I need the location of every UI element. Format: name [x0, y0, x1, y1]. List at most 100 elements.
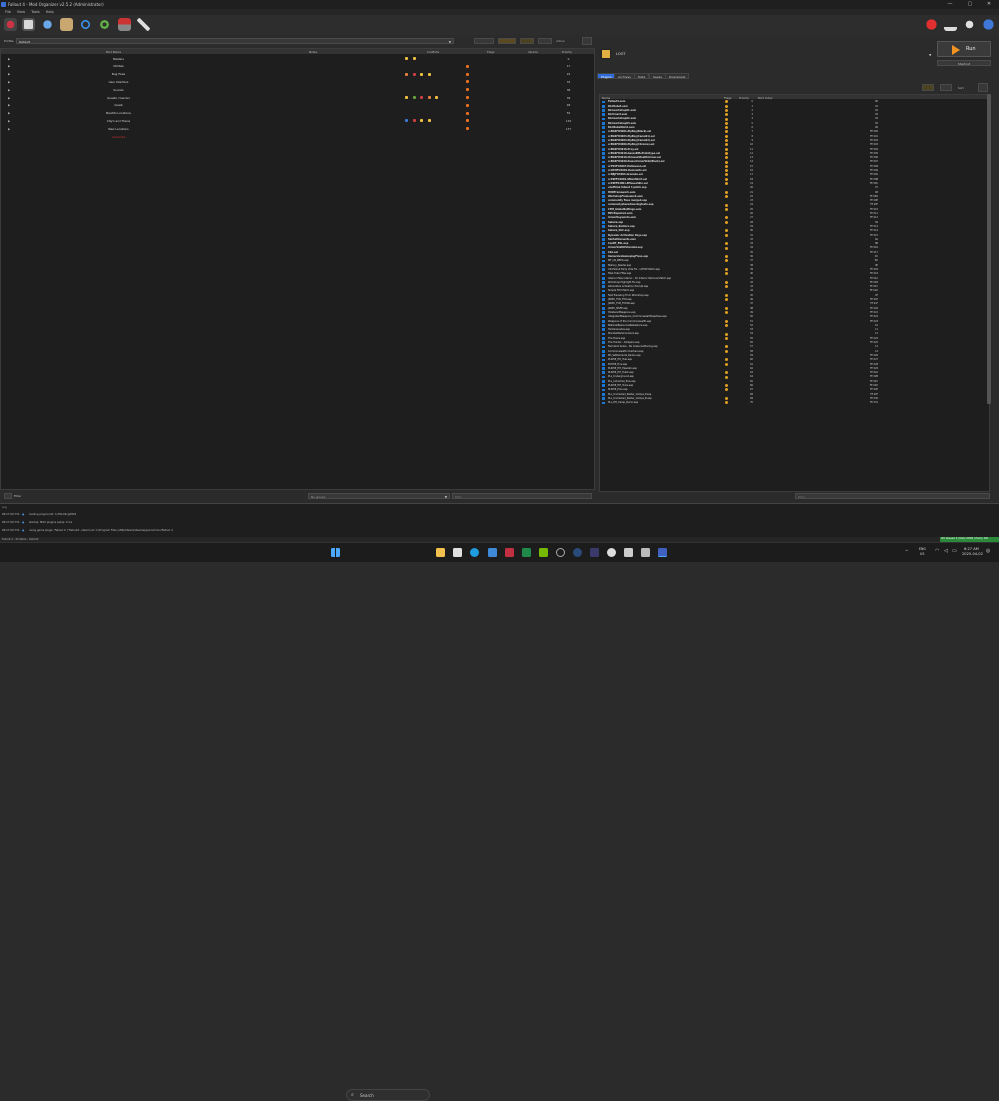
plugin-checkbox[interactable]	[602, 272, 605, 276]
plugin-row[interactable]: CPM_GlobalSettings.esm 25 FE 010	[600, 208, 985, 212]
col-name[interactable]: Name	[602, 95, 611, 100]
nvidia-icon[interactable]	[539, 548, 548, 557]
plugin-checkbox[interactable]	[602, 186, 605, 190]
plugin-row[interactable]: PLSHIP_HH_Hub.esp 60 FE 027	[600, 358, 985, 362]
plugin-row[interactable]: Weapons of the Commonwealth.esp 51 FE 023	[600, 319, 985, 323]
tab-archives[interactable]: Archives	[614, 73, 635, 79]
plugin-row[interactable]: Interior Fake Interior - CC Interior Rem…	[600, 276, 985, 280]
tray-chevron-icon[interactable]: ^	[905, 549, 909, 554]
plugin-row[interactable]: PLSHIP_HH_Elevator.esp 62 FE 029	[600, 367, 985, 371]
mod-row[interactable]: ▶ New Locations 137	[1, 125, 594, 133]
plugin-row[interactable]: ccSBJFO4003-Grenade.esl 17 FE 00A	[600, 173, 985, 177]
plugin-row[interactable]: WorkshopFramework.esm 22 FE 00D	[600, 195, 985, 199]
plugin-row[interactable]: ccZSEFO4002-SManTshirt.esl 18 FE 00B	[600, 177, 985, 181]
xbox-icon[interactable]	[607, 548, 616, 557]
plugin-checkbox[interactable]	[602, 354, 605, 357]
help-icon[interactable]	[982, 18, 995, 31]
plugin-checkbox[interactable]	[602, 324, 605, 327]
plugin-checkbox[interactable]	[602, 285, 605, 289]
menu-view[interactable]: View	[16, 10, 26, 14]
sort-label[interactable]: Sort	[958, 86, 964, 90]
plugin-checkbox[interactable]	[602, 156, 605, 160]
plugin-row[interactable]: DLCNukaWorld.esm 6 06	[600, 126, 985, 130]
maximize-button[interactable]: ▢	[967, 1, 973, 7]
plugin-row[interactable]: PLSHIP_Pros.esp 67 FE 02E	[600, 388, 985, 392]
plugin-checkbox[interactable]	[602, 388, 605, 392]
plugin-row[interactable]: The Hunter - ASnipers.esp 56 FE 025	[600, 341, 985, 345]
app-icon-3[interactable]	[641, 548, 650, 557]
plugin-row[interactable]: Fast Traveling From Workshop.esp 45 0F	[600, 294, 985, 298]
plugin-checkbox[interactable]	[602, 220, 605, 224]
vs-icon[interactable]	[590, 548, 599, 557]
mod-row[interactable]: ▶ User Interface 33	[1, 78, 594, 86]
plugin-row[interactable]: MPCRepaired.esm 26 FE 011	[600, 212, 985, 216]
plugin-checkbox[interactable]	[602, 182, 605, 185]
mod-row[interactable]: ▶ Bug Fixes 24	[1, 70, 594, 78]
plugin-checkbox[interactable]	[602, 225, 605, 228]
plugin-row[interactable]: JSRPC_MSFE.esp 48 FE 020	[600, 306, 985, 310]
archive-icon[interactable]	[22, 18, 35, 31]
plugin-row[interactable]: Workshop Highlight Fix.esp 42 FE 01B	[600, 281, 985, 285]
taskbar-search[interactable]: ⌕ Search	[346, 1089, 430, 1101]
plugin-row[interactable]: ccFSVFO4007-Halloween.esl 15 FE 008	[600, 165, 985, 169]
plugin-row[interactable]: PLL_Unmarked_Raider_Camps_B.esp 69 FE 030	[600, 397, 985, 401]
plugin-checkbox[interactable]	[602, 246, 605, 250]
mod-row[interactable]: ▶ Masters 0	[1, 55, 594, 63]
tab-saves[interactable]: Saves	[649, 73, 666, 79]
plugin-row[interactable]: ccOTMFO4001-Remnants.esl 16 FE 009	[600, 169, 985, 173]
plugin-row[interactable]: DLCworkshop03.esm 5 05	[600, 122, 985, 126]
plugin-checkbox[interactable]	[602, 113, 605, 117]
plugin-row[interactable]: ccBGSFO4016-Prey.esl 11 FE 004	[600, 147, 985, 151]
plugin-checkbox[interactable]	[602, 143, 605, 147]
plugin-row[interactable]: MaterialResourcesRebalance.esp 52 10	[600, 324, 985, 328]
plugin-checkbox[interactable]	[602, 229, 605, 233]
plugin-checkbox[interactable]	[602, 208, 605, 211]
plugin-checkbox[interactable]	[602, 294, 605, 297]
plugin-checkbox[interactable]	[602, 328, 605, 332]
mod-organizer-task-icon[interactable]	[658, 548, 667, 557]
battery-icon[interactable]: ▭	[952, 548, 957, 554]
mod-row[interactable]: ▶ Sounds 38	[1, 86, 594, 94]
plugin-row[interactable]: ccBGSFO4018-GaussRiflePrototype.esl 12 FE …	[600, 152, 985, 156]
executable-select[interactable]: LOOT ▼	[600, 48, 931, 60]
plugin-checkbox[interactable]	[602, 362, 605, 366]
log-panel[interactable]: Log 06:27:00.733 ● loading plugins.txt: C:…	[0, 503, 999, 537]
plugin-checkbox[interactable]	[602, 139, 605, 142]
menu-file[interactable]: File	[5, 10, 11, 14]
col-priority[interactable]: Priority	[739, 95, 749, 100]
plugin-row[interactable]: commonlysharedmovingtexts.esp 24 FE 00F	[600, 203, 985, 207]
globe-icon[interactable]	[41, 18, 54, 31]
heart-icon[interactable]	[925, 18, 938, 31]
plugin-checkbox[interactable]	[602, 233, 605, 237]
plugin-row[interactable]: HUDFramework.esm 21 08	[600, 190, 985, 194]
plugin-checkbox[interactable]	[602, 268, 605, 271]
plugin-checkbox[interactable]	[602, 289, 605, 293]
plugin-checkbox[interactable]	[602, 332, 605, 336]
plugin-row[interactable]: ConBT_ESL.esp 33 0B	[600, 242, 985, 246]
plugin-checkbox[interactable]	[602, 392, 605, 396]
plugin-row[interactable]: PD_Settlements_Redux.esp 59 FE 026	[600, 354, 985, 358]
plugin-checkbox[interactable]	[602, 212, 605, 216]
col-priority[interactable]: Priority	[562, 50, 572, 54]
plugin-row[interactable]: PLL_Underground.esp 64 FE 02B	[600, 375, 985, 379]
plugin-checkbox[interactable]	[602, 276, 605, 280]
plugin-row[interactable]: MF_LN_REDS.esp 37 0D	[600, 259, 985, 263]
plugin-checkbox[interactable]	[602, 147, 605, 151]
steam-icon[interactable]	[573, 548, 582, 557]
tab-data[interactable]: Data	[634, 73, 650, 79]
close-button[interactable]: ✕	[986, 1, 992, 7]
refresh-icon[interactable]	[79, 18, 92, 31]
expand-arrow-icon[interactable]: ▶	[8, 118, 11, 123]
plugin-row[interactable]: ImmersiveGameplayFixes.esp 36 0C	[600, 255, 985, 259]
plugin-row[interactable]: The Fixers.esp 55 FE 024	[600, 337, 985, 341]
plugin-row[interactable]: DLCRobot.esm 1 01	[600, 104, 985, 108]
clock-date[interactable]: 2025-04-02	[962, 552, 983, 556]
plugin-row[interactable]: PLL_Unmarked_Raider_Camps_P.esp 68 FE 02F	[600, 392, 985, 396]
menu-help[interactable]: Help	[45, 10, 54, 14]
plugin-row[interactable]: unofficial fallout 4 patch.esp 20 07	[600, 186, 985, 190]
plugin-row[interactable]: PCHHP_Fine.esp 61 FE 028	[600, 362, 985, 366]
filter-toggle-button[interactable]	[582, 37, 592, 45]
plugin-checkbox[interactable]	[602, 281, 605, 284]
settings-icon[interactable]	[98, 18, 111, 31]
plugin-list-scrollbar[interactable]	[987, 94, 991, 404]
